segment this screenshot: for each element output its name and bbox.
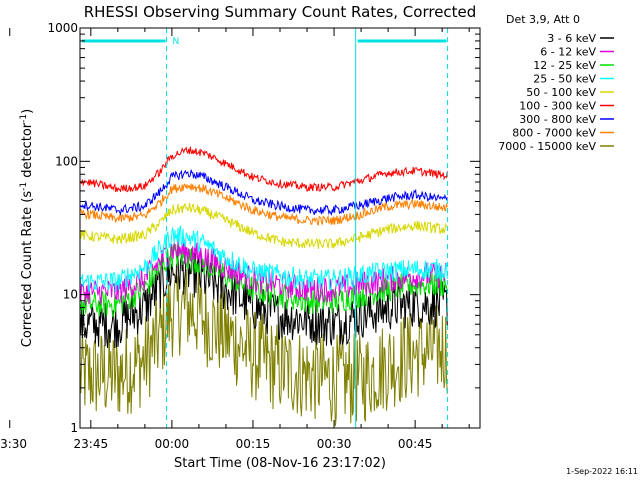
series-line — [79, 183, 448, 227]
legend-label: 12 - 25 keV — [533, 59, 596, 72]
y-axis-label-main: Corrected Count Rate (s — [20, 191, 35, 348]
legend-label: 300 - 800 keV — [519, 113, 596, 126]
y-axis-label-end: ) — [20, 109, 35, 114]
y-axis-label-sup2: -1 — [19, 114, 29, 123]
chart-title: RHESSI Observing Summary Count Rates, Co… — [84, 3, 477, 21]
legend-label: 3 - 6 keV — [547, 32, 596, 45]
series-line — [79, 263, 448, 427]
x-tick-label: 00:30 — [317, 437, 352, 451]
y-tick-label: 100 — [55, 154, 78, 168]
series-line — [79, 225, 448, 294]
y-axis-label-mid: detector — [20, 122, 35, 182]
series-line — [79, 202, 448, 249]
night-marker-label: N — [172, 37, 179, 47]
series-line — [79, 169, 448, 216]
y-axis-label-sup1: -1 — [19, 182, 29, 191]
y-tick-label: 1 — [70, 421, 78, 435]
legend-label: 100 - 300 keV — [519, 100, 596, 113]
legend-label: 50 - 100 keV — [526, 86, 596, 99]
series-line — [79, 238, 448, 306]
y-axis-label: Corrected Count Rate (s-1 detector-1) — [19, 109, 35, 347]
y-axis: 1 10 100 1000 — [47, 21, 480, 435]
legend-header: Det 3,9, Att 0 — [506, 13, 580, 26]
x-axis: 23:30 23:45 00:00 00:15 00:30 00:45 — [0, 28, 470, 451]
x-tick-label: 00:45 — [398, 437, 433, 451]
x-axis-label: Start Time (08-Nov-16 23:17:02) — [174, 456, 386, 471]
legend-label: 7000 - 15000 keV — [498, 140, 596, 153]
y-tick-label: 10 — [63, 288, 78, 302]
y-tick-label: 1000 — [47, 21, 78, 35]
series-line — [79, 247, 448, 349]
legend-label: 800 - 7000 keV — [512, 127, 596, 140]
series-layer — [79, 146, 448, 427]
x-tick-label: 23:30 — [0, 437, 27, 451]
x-tick-label: 00:15 — [236, 437, 271, 451]
series-line — [79, 146, 448, 193]
legend-label: 25 - 50 keV — [533, 73, 596, 86]
x-tick-label: 23:45 — [74, 437, 109, 451]
x-tick-label: 00:00 — [155, 437, 190, 451]
timestamp: 1-Sep-2022 16:11 — [566, 467, 638, 476]
legend-label: 6 - 12 keV — [540, 46, 596, 59]
